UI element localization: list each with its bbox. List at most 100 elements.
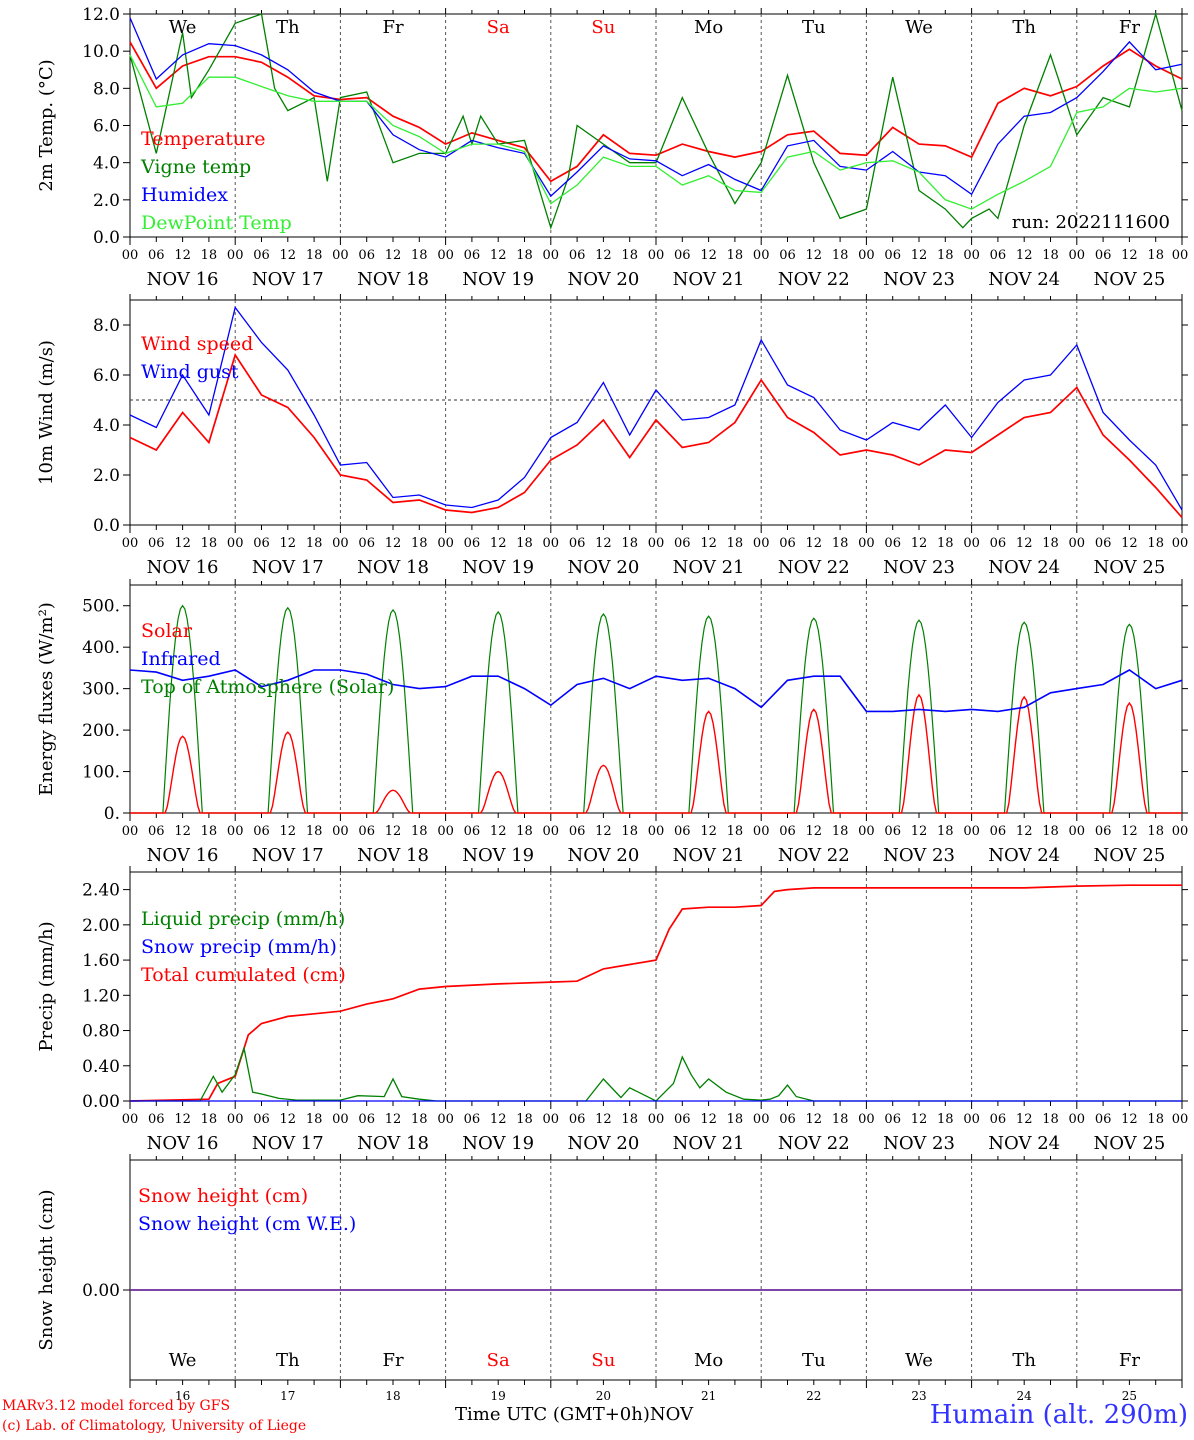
hour-label: 00 [543, 248, 560, 263]
date-label: NOV 24 [988, 557, 1060, 578]
hour-label: 12 [385, 248, 402, 263]
day-of-week-label: Mo [694, 17, 723, 38]
hour-label: 06 [358, 1112, 375, 1127]
hour-label: 00 [543, 824, 560, 839]
y-tick-label: 1.20 [82, 986, 120, 1006]
hour-label: 18 [937, 1112, 954, 1127]
hour-label: 00 [753, 1112, 770, 1127]
hour-label: 12 [174, 248, 191, 263]
date-label: NOV 25 [1093, 1133, 1165, 1154]
hour-label: 12 [490, 248, 507, 263]
y-axis-label: 10m Wind (m/s) [36, 340, 57, 485]
hour-label: 18 [516, 536, 533, 551]
hour-label: 06 [148, 248, 165, 263]
hour-label: 00 [227, 824, 244, 839]
hour-label: 18 [621, 824, 638, 839]
hour-label: 06 [464, 248, 481, 263]
day-of-week-label: Sa [487, 17, 510, 38]
hour-label: 06 [779, 248, 796, 263]
date-label: NOV 25 [1093, 269, 1165, 290]
hour-label: 18 [832, 536, 849, 551]
y-tick-label: 2.40 [82, 881, 120, 901]
hour-label: 06 [1095, 536, 1112, 551]
hour-label: 12 [385, 1112, 402, 1127]
series-toa-solar [130, 604, 1182, 814]
station-name: Humain (alt. 290m) [929, 1400, 1188, 1430]
hour-label: 06 [148, 824, 165, 839]
y-tick-label: 0.0 [93, 228, 120, 248]
legend-entry: Top of Atmosphere (Solar) [141, 676, 394, 698]
hour-label: 00 [437, 248, 454, 263]
hour-label: 00 [332, 536, 349, 551]
hour-label: 12 [490, 824, 507, 839]
date-label: NOV 19 [462, 1133, 534, 1154]
y-tick-label: 0.40 [82, 1057, 120, 1077]
date-label: NOV 17 [252, 845, 324, 866]
date-label: NOV 20 [567, 845, 639, 866]
hour-label: 06 [779, 824, 796, 839]
hour-label: 12 [595, 536, 612, 551]
y-tick-label: 400. [82, 638, 120, 658]
hour-label: 00 [543, 1112, 560, 1127]
hour-label: 18 [727, 1112, 744, 1127]
hour-label: 18 [621, 536, 638, 551]
hour-label: 12 [911, 1112, 928, 1127]
day-of-week-label: Fr [1119, 1350, 1140, 1371]
y-tick-label: 10.0 [82, 42, 120, 62]
hour-label: 00 [858, 248, 875, 263]
day-of-week-label: We [169, 1350, 197, 1371]
day-number-label: 20 [596, 1389, 611, 1403]
hour-label: 00 [1172, 248, 1189, 263]
date-label: NOV 17 [252, 557, 324, 578]
hour-label: 06 [464, 1112, 481, 1127]
hour-label: 12 [700, 824, 717, 839]
y-tick-label: 12.0 [82, 5, 120, 25]
hour-label: 12 [911, 824, 928, 839]
y-tick-label: 6.0 [93, 366, 120, 386]
date-label: NOV 20 [567, 557, 639, 578]
hour-label: 00 [753, 536, 770, 551]
y-tick-label: 300. [82, 680, 120, 700]
hour-label: 18 [832, 1112, 849, 1127]
legend-entry: Liquid precip (mm/h) [141, 908, 345, 930]
hour-label: 06 [358, 248, 375, 263]
hour-label: 18 [1147, 824, 1164, 839]
date-label: NOV 20 [567, 269, 639, 290]
hour-label: 18 [516, 1112, 533, 1127]
hour-label: 12 [1016, 824, 1033, 839]
date-label: NOV 25 [1093, 557, 1165, 578]
date-label: NOV 16 [147, 557, 219, 578]
legend-entry: DewPoint Temp [141, 212, 292, 234]
date-label: NOV 20 [567, 1133, 639, 1154]
date-label: NOV 21 [673, 845, 745, 866]
hour-label: 06 [990, 824, 1007, 839]
date-label: NOV 23 [883, 845, 955, 866]
day-number-label: 17 [280, 1389, 295, 1403]
hour-label: 00 [332, 1112, 349, 1127]
date-label: NOV 17 [252, 269, 324, 290]
date-label: NOV 16 [147, 1133, 219, 1154]
panel-temp: 2m Temp. (°C) [36, 8, 1188, 245]
hour-label: 00 [122, 248, 139, 263]
hour-label: 00 [1069, 248, 1086, 263]
hour-label: 12 [1016, 536, 1033, 551]
hour-label: 18 [516, 248, 533, 263]
legend-entry: Infrared [141, 648, 221, 670]
hour-label: 06 [253, 536, 270, 551]
day-of-week-label: We [905, 17, 933, 38]
hour-label: 00 [437, 536, 454, 551]
hour-label: 12 [595, 824, 612, 839]
hour-label: 06 [358, 824, 375, 839]
hour-label: 06 [990, 536, 1007, 551]
date-label: NOV 18 [357, 269, 429, 290]
y-axis-label: Energy fluxes (W/m²) [36, 602, 57, 796]
date-label: NOV 23 [883, 1133, 955, 1154]
y-tick-label: 0.00 [82, 1281, 120, 1301]
hour-label: 00 [648, 248, 665, 263]
y-tick-label: 0.80 [82, 1022, 120, 1042]
hour-label: 18 [727, 248, 744, 263]
hour-label: 00 [122, 824, 139, 839]
hour-label: 06 [569, 1112, 586, 1127]
x-axis-title-text: Time UTC (GMT+0h) [455, 1404, 650, 1425]
hour-label: 06 [779, 1112, 796, 1127]
